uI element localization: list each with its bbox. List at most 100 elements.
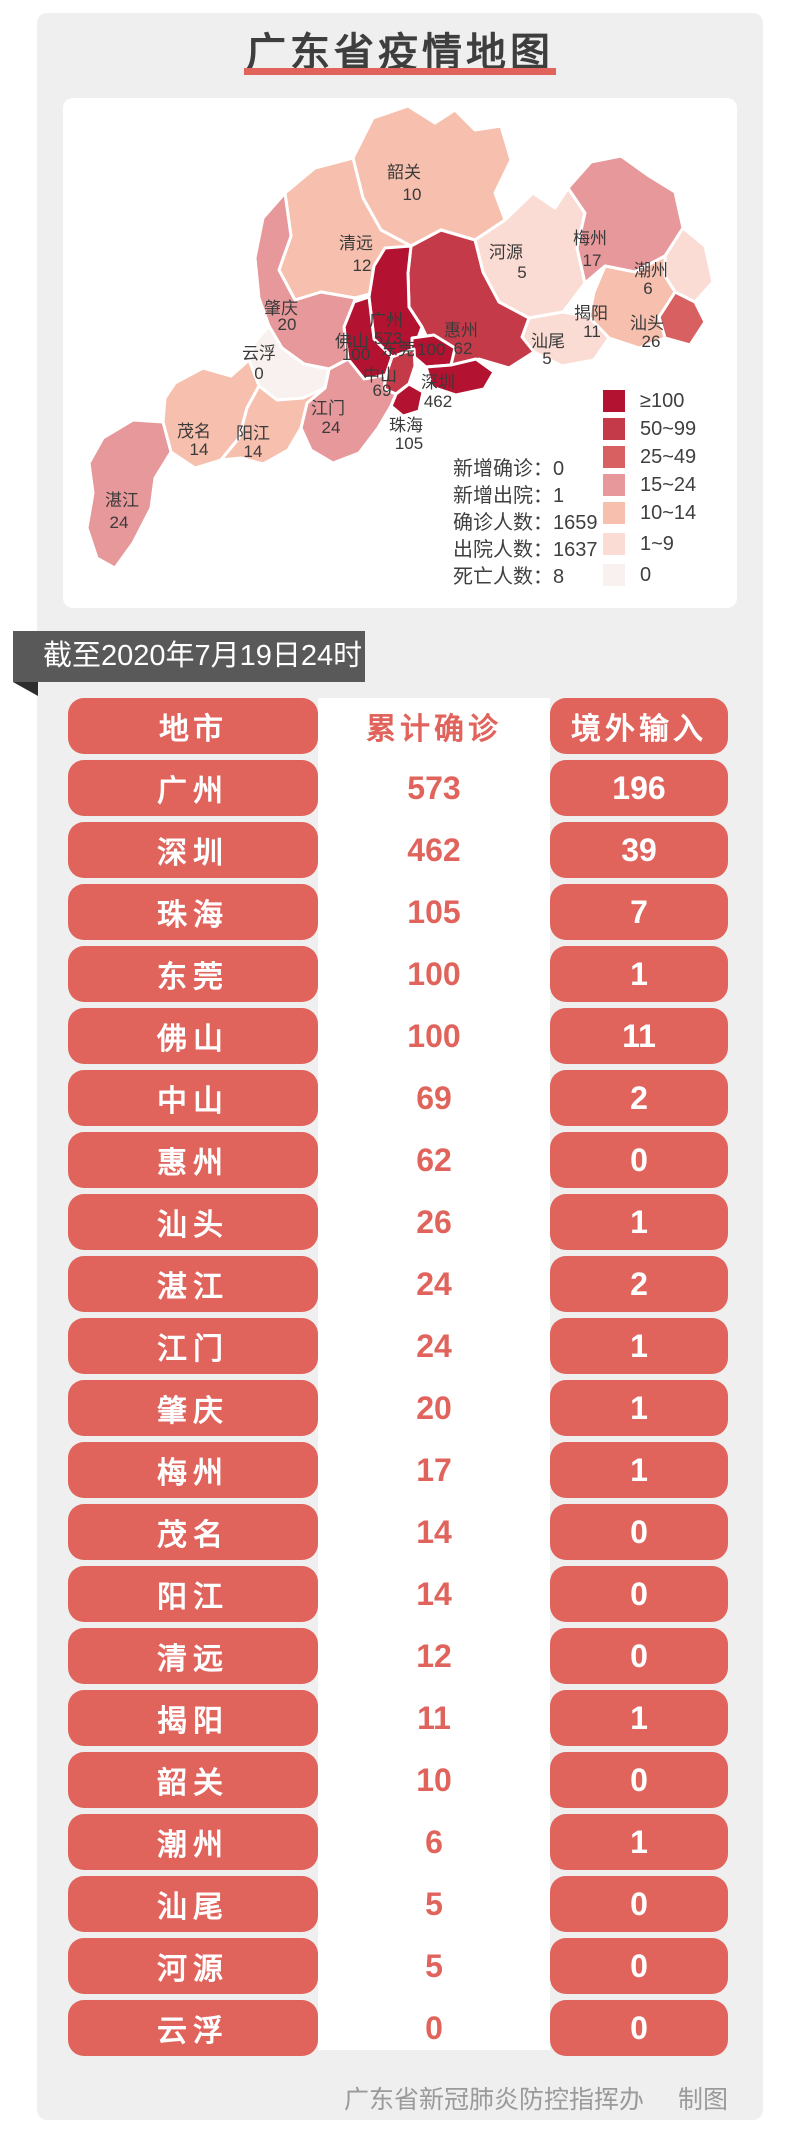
row-city: 潮州 — [68, 1814, 318, 1870]
legend-swatch — [603, 390, 625, 412]
region-label: 江门 — [311, 399, 345, 418]
row-imported: 11 — [550, 1008, 728, 1064]
row-confirmed: 0 — [425, 2009, 443, 2046]
legend-item: 15~24 — [603, 474, 696, 496]
row-imported: 1 — [550, 1814, 728, 1870]
stat-new-discharged: 新增出院：1 — [453, 485, 565, 507]
row-city: 韶关 — [68, 1752, 318, 1808]
region-label: 梅州 — [573, 229, 607, 248]
row-city: 云浮 — [68, 2000, 318, 2056]
region-value: 10 — [403, 185, 422, 204]
row-city: 江门 — [68, 1318, 318, 1374]
row-confirmed: 100 — [407, 1017, 461, 1054]
region-value: 0 — [254, 364, 263, 383]
row-confirmed: 14 — [416, 1513, 452, 1550]
region-value: 462 — [424, 392, 452, 411]
row-imported: 2 — [550, 1256, 728, 1312]
region-value: 573 — [374, 329, 402, 348]
guangdong-map: 韶关 10 清远 12 河源 5 梅州 17 潮州 6 汕头 26 揭阳 11 … — [85, 104, 715, 570]
column-header-city: 地市 — [68, 698, 318, 754]
region-value: 105 — [395, 434, 423, 453]
data-table: 地市 累计确诊 境外输入 广州 573 196 深圳 462 39 珠海 105… — [68, 698, 728, 2056]
region-value: 24 — [322, 418, 341, 437]
row-imported: 2 — [550, 1070, 728, 1126]
region-label: 东莞 — [381, 340, 415, 359]
row-imported: 0 — [550, 1628, 728, 1684]
legend-item: 1~9 — [603, 533, 696, 555]
table-middle-band — [318, 698, 550, 2050]
row-city: 阳江 — [68, 1566, 318, 1622]
region-value: 14 — [190, 440, 209, 459]
region-value: 26 — [642, 332, 661, 351]
row-confirmed: 5 — [425, 1947, 443, 1984]
row-imported: 1 — [550, 1194, 728, 1250]
legend-label: 10~14 — [640, 501, 697, 524]
row-confirmed: 11 — [417, 1699, 451, 1736]
legend-swatch — [603, 502, 625, 524]
region-label: 湛江 — [105, 491, 139, 510]
footer-label: 制图 — [677, 2086, 728, 2114]
banner-fold — [13, 682, 38, 696]
row-imported: 7 — [550, 884, 728, 940]
row-confirmed: 12 — [416, 1637, 452, 1674]
legend-item: 50~99 — [603, 418, 696, 440]
region-label: 汕头 — [630, 314, 664, 333]
table-row: 广州 573 196 — [68, 760, 728, 816]
row-imported: 0 — [550, 1938, 728, 1994]
table-row: 惠州 62 0 — [68, 1132, 728, 1188]
region-label: 佛山 — [335, 332, 369, 351]
region-zhanjiang — [85, 418, 173, 570]
legend-label: 50~99 — [640, 417, 697, 440]
table-row: 汕尾 5 0 — [68, 1876, 728, 1932]
region-label: 阳江 — [236, 424, 270, 443]
table-row: 中山 69 2 — [68, 1070, 728, 1126]
region-label: 韶关 — [387, 163, 421, 182]
legend-label: 15~24 — [640, 473, 697, 496]
row-imported: 1 — [550, 1690, 728, 1746]
row-city: 珠海 — [68, 884, 318, 940]
region-value: 20 — [278, 315, 297, 334]
stat-total-confirmed: 确诊人数：1659 — [453, 512, 598, 534]
legend-label: 25~49 — [640, 445, 697, 468]
row-confirmed: 24 — [416, 1265, 452, 1302]
column-header-imported: 境外输入 — [550, 698, 728, 754]
row-confirmed: 10 — [416, 1761, 452, 1798]
row-city: 中山 — [68, 1070, 318, 1126]
row-imported: 0 — [550, 1132, 728, 1188]
legend-item: ≥100 — [603, 390, 696, 412]
row-city: 汕尾 — [68, 1876, 318, 1932]
table-rows: 广州 573 196 深圳 462 39 珠海 105 7 东莞 100 1 佛… — [68, 760, 728, 2056]
row-confirmed: 62 — [416, 1141, 452, 1178]
legend-swatch — [603, 446, 625, 468]
row-city: 茂名 — [68, 1504, 318, 1560]
legend-label: 0 — [640, 563, 652, 586]
region-label: 中山 — [363, 366, 397, 385]
stat-new-confirmed: 新增确诊：0 — [453, 458, 565, 480]
region-label: 河源 — [489, 243, 523, 262]
table-row: 佛山 100 11 — [68, 1008, 728, 1064]
row-imported: 1 — [550, 1442, 728, 1498]
region-value: 5 — [542, 349, 551, 368]
row-confirmed: 573 — [407, 769, 461, 806]
row-city: 惠州 — [68, 1132, 318, 1188]
table-row: 云浮 0 0 — [68, 2000, 728, 2056]
legend-label: ≥100 — [640, 389, 685, 412]
row-city: 东莞 — [68, 946, 318, 1002]
table-row: 清远 12 0 — [68, 1628, 728, 1684]
row-imported: 0 — [550, 2000, 728, 2056]
row-confirmed: 26 — [416, 1203, 452, 1240]
row-city: 广州 — [68, 760, 318, 816]
region-value: 6 — [643, 279, 652, 298]
table-row: 潮州 6 1 — [68, 1814, 728, 1870]
region-label: 云浮 — [242, 344, 276, 363]
region-label: 惠州 — [444, 321, 478, 340]
row-confirmed: 105 — [407, 893, 461, 930]
region-label: 珠海 — [389, 416, 423, 435]
region-yangjiang — [219, 384, 327, 466]
row-imported: 0 — [550, 1566, 728, 1622]
row-confirmed: 17 — [416, 1451, 452, 1488]
region-value: 100 — [417, 340, 445, 359]
column-header-confirmed: 累计确诊 — [366, 713, 502, 746]
stat-total-discharged: 出院人数：1637 — [453, 539, 598, 561]
stats-block: 新增确诊：0 新增出院：1 确诊人数：1659 出院人数：1637 死亡人数：8 — [453, 456, 598, 591]
